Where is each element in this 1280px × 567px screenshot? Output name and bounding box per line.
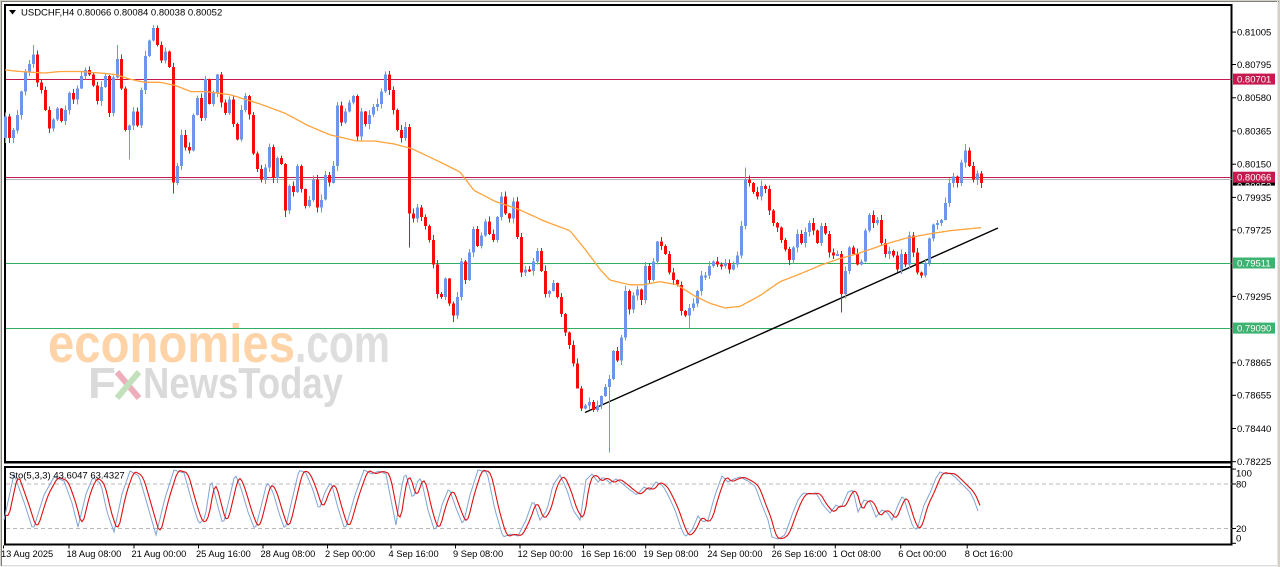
svg-text:1 Oct 08:00: 1 Oct 08:00 bbox=[833, 549, 881, 559]
svg-text:0.80701: 0.80701 bbox=[1237, 75, 1271, 86]
svg-text:economies: economies bbox=[48, 314, 295, 374]
svg-text:Sto(5,3,3) 43.6047 63.4327: Sto(5,3,3) 43.6047 63.4327 bbox=[9, 471, 125, 482]
svg-text:13 Aug 2025: 13 Aug 2025 bbox=[1, 549, 53, 559]
svg-text:0.79725: 0.79725 bbox=[1237, 225, 1271, 236]
svg-text:NewsToday: NewsToday bbox=[143, 359, 343, 408]
svg-text:18 Aug 08:00: 18 Aug 08:00 bbox=[67, 549, 122, 559]
svg-text:0.80795: 0.80795 bbox=[1237, 60, 1271, 71]
svg-text:0.79295: 0.79295 bbox=[1237, 292, 1271, 303]
svg-text:21 Aug 00:00: 21 Aug 00:00 bbox=[132, 549, 187, 559]
svg-text:0.80365: 0.80365 bbox=[1237, 126, 1271, 137]
svg-text:0.78440: 0.78440 bbox=[1237, 424, 1271, 435]
svg-text:0.80052: 0.80052 bbox=[1237, 182, 1271, 193]
svg-text:28 Aug 08:00: 28 Aug 08:00 bbox=[261, 549, 316, 559]
svg-text:F: F bbox=[88, 359, 116, 408]
svg-text:0.79511: 0.79511 bbox=[1237, 259, 1271, 270]
svg-text:0.78655: 0.78655 bbox=[1237, 391, 1271, 402]
svg-text:9 Sep 08:00: 9 Sep 08:00 bbox=[453, 549, 503, 559]
svg-text:0: 0 bbox=[1236, 534, 1241, 545]
svg-text:19 Sep 08:00: 19 Sep 08:00 bbox=[643, 549, 698, 559]
svg-text:8 Oct 16:00: 8 Oct 16:00 bbox=[965, 549, 1013, 559]
svg-text:20: 20 bbox=[1236, 524, 1247, 535]
svg-text:80: 80 bbox=[1236, 480, 1247, 491]
svg-text:24 Sep 00:00: 24 Sep 00:00 bbox=[707, 549, 762, 559]
svg-text:4 Sep 16:00: 4 Sep 16:00 bbox=[389, 549, 439, 559]
svg-text:12 Sep 00:00: 12 Sep 00:00 bbox=[518, 549, 573, 559]
svg-text:16 Sep 16:00: 16 Sep 16:00 bbox=[581, 549, 636, 559]
svg-text:6 Oct 00:00: 6 Oct 00:00 bbox=[898, 549, 946, 559]
svg-text:0.78865: 0.78865 bbox=[1237, 358, 1271, 369]
svg-text:0.80580: 0.80580 bbox=[1237, 93, 1271, 104]
svg-text:2 Sep 00:00: 2 Sep 00:00 bbox=[325, 549, 375, 559]
svg-text:0.80150: 0.80150 bbox=[1237, 160, 1271, 171]
svg-text:USDCHF,H4 0.80066 0.80084 0.8: USDCHF,H4 0.80066 0.80084 0.80038 0.8005… bbox=[21, 8, 222, 19]
svg-text:26 Sep 16:00: 26 Sep 16:00 bbox=[772, 549, 827, 559]
svg-text:0.78225: 0.78225 bbox=[1237, 457, 1271, 468]
svg-text:0.80066: 0.80066 bbox=[1237, 173, 1271, 184]
svg-text:.com: .com bbox=[295, 314, 390, 374]
svg-text:100: 100 bbox=[1236, 469, 1252, 480]
svg-text:0.81005: 0.81005 bbox=[1237, 28, 1271, 39]
svg-text:0.79090: 0.79090 bbox=[1237, 324, 1271, 335]
svg-text:0.79935: 0.79935 bbox=[1237, 193, 1271, 204]
svg-text:25 Aug 16:00: 25 Aug 16:00 bbox=[196, 549, 251, 559]
